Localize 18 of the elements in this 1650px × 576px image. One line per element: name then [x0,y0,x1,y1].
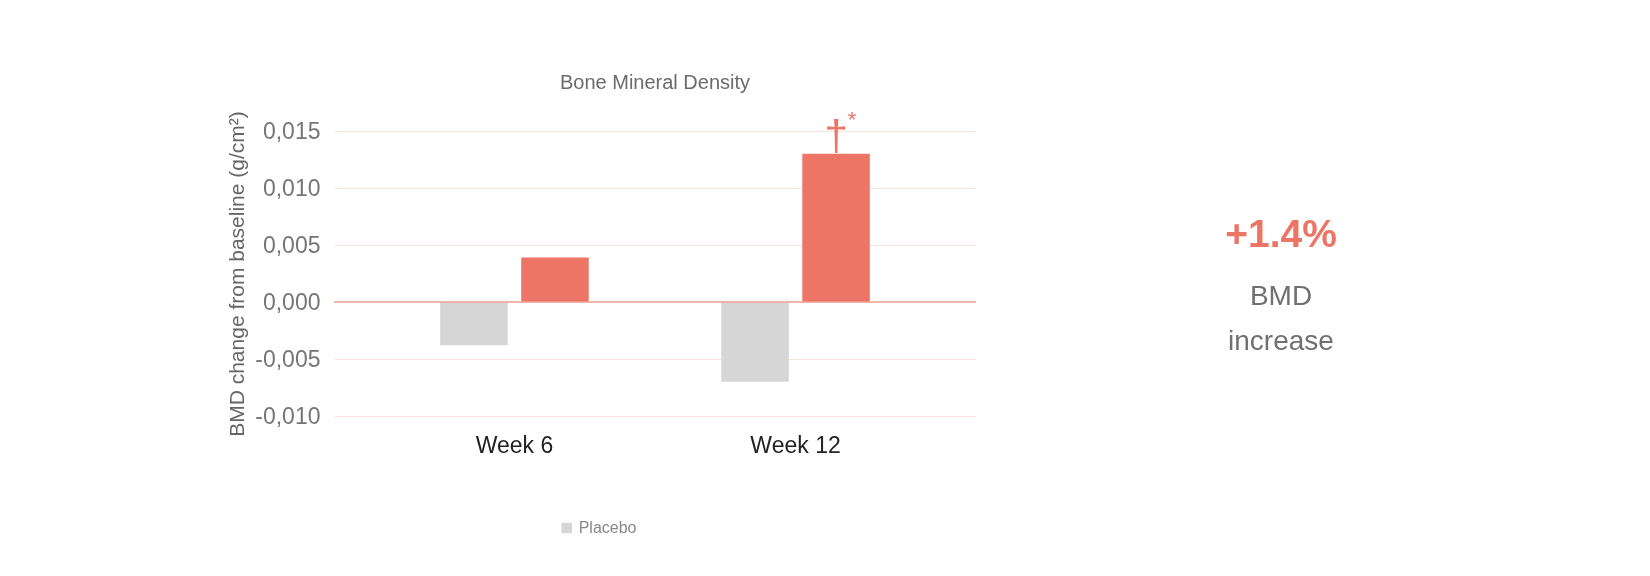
y-tick-label: -0,005 [255,345,321,372]
y-tick-label: 0,015 [262,117,321,144]
y-tick-label: 0,010 [262,174,321,201]
text: BMD increase [1228,280,1334,356]
chart-title: Bone Mineral Density [559,70,751,93]
y-axis-title: BMD change from baseline (g/cm²) [225,111,249,437]
bar [521,257,589,302]
legend-label: Placebo [578,519,637,536]
y-tick-label: 0,005 [262,231,321,258]
annotation: †* [824,106,857,159]
bar [721,302,789,382]
bar [440,302,508,346]
x-tick-label: Week 6 [475,431,554,458]
text: +1.4% [1225,212,1337,255]
x-tick-label: Week 12 [750,431,841,458]
bar [802,153,870,302]
y-tick-label: -0,010 [255,402,321,429]
y-tick-label: 0,000 [262,288,321,315]
